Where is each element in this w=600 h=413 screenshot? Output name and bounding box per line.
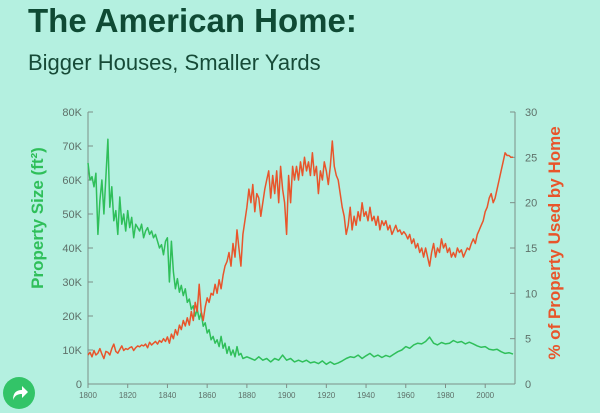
left-tick-label: 60K [62, 175, 82, 187]
series-layer [87, 138, 514, 366]
x-tick-label: 1960 [397, 391, 415, 400]
property-size-line [87, 138, 514, 366]
right-tick-label: 5 [525, 334, 531, 346]
share-arrow-icon [13, 386, 28, 400]
left-tick-label: 40K [62, 243, 82, 255]
left-axis-label: Property Size (ft²) [28, 147, 47, 289]
right-tick-label: 20 [525, 198, 537, 210]
right-tick-label: 10 [525, 288, 537, 300]
right-tick-label: 30 [525, 107, 537, 119]
right-axis-label: % of Property Used by Home [545, 126, 564, 359]
x-tick-label: 2000 [476, 391, 494, 400]
right-tick-label: 25 [525, 152, 537, 164]
left-tick-label: 0 [76, 379, 82, 391]
left-tick-label: 10K [62, 345, 82, 357]
x-axis: 1800 1820 1840 1860 1880 1900 1920 1940 1960 1980… [79, 383, 515, 400]
right-tick-label: 15 [525, 243, 537, 255]
left-tick-label: 70K [62, 141, 82, 153]
x-tick-label: 1940 [357, 391, 375, 400]
left-tick-label: 30K [62, 277, 82, 289]
x-tick-label: 1880 [238, 391, 256, 400]
left-tick-label: 20K [62, 311, 82, 323]
left-axis: 0 10K 20K 30K 40K 50K 60K 70K 80K [62, 107, 93, 391]
x-tick-label: 1900 [278, 391, 296, 400]
x-tick-label: 1980 [437, 391, 455, 400]
share-button[interactable] [3, 377, 35, 409]
chart-title: The American Home: [28, 2, 357, 39]
right-axis: 0 5 10 15 20 25 30 [510, 107, 537, 391]
x-tick-label: 1820 [119, 391, 137, 400]
right-tick-label: 0 [525, 379, 531, 391]
x-tick-label: 1860 [198, 391, 216, 400]
chart-subtitle: Bigger Houses, Smaller Yards [28, 50, 321, 75]
x-tick-label: 1840 [159, 391, 177, 400]
x-tick-label: 1800 [79, 391, 97, 400]
left-tick-label: 50K [62, 209, 82, 221]
left-tick-label: 80K [62, 107, 82, 119]
percent-used-line [87, 140, 513, 360]
x-tick-label: 1920 [317, 391, 335, 400]
